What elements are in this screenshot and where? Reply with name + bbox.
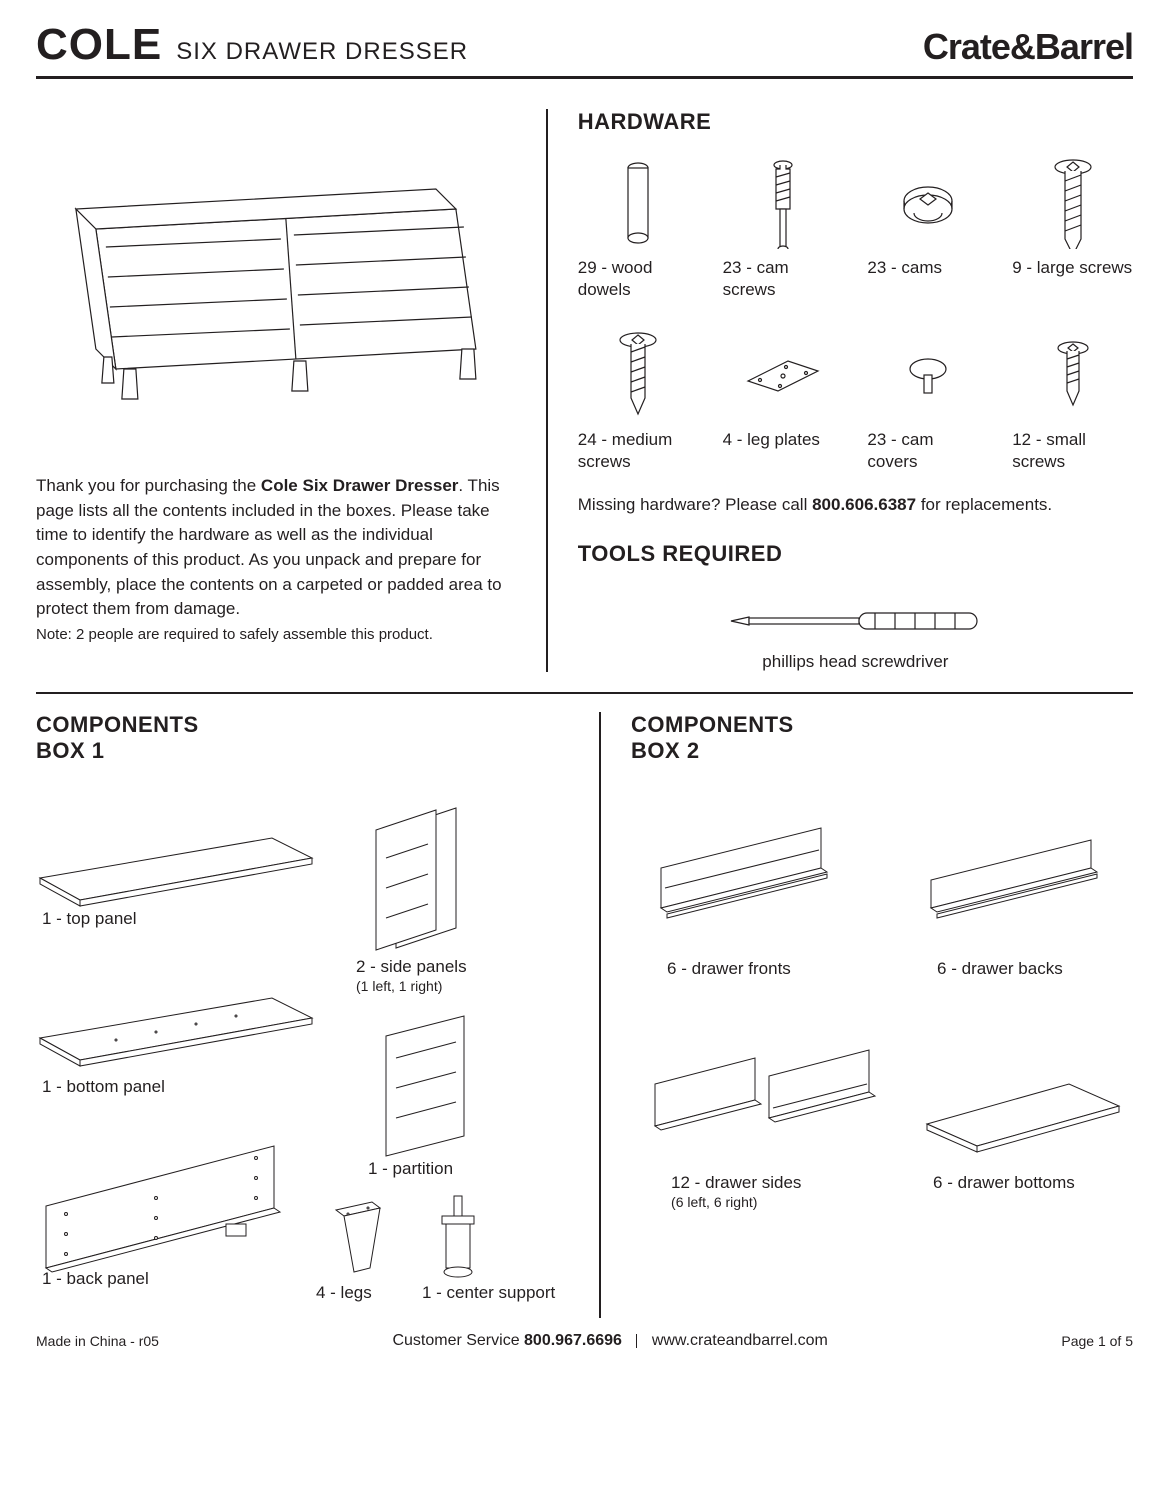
hw-qty: 23 [867,258,886,277]
footer-separator [636,1334,637,1348]
components-box-2: COMPONENTS BOX 2 6 - drawer fronts [599,712,1133,1318]
leg-plate-icon [723,331,844,421]
hw-qty: 24 [578,430,597,449]
hardware-item-medium-screws: 24 - medium screws [578,331,699,473]
top-panel-illustration [36,818,316,913]
partition-label: 1 - partition [368,1158,453,1179]
footer-left: Made in China - r05 [36,1333,159,1349]
intro-note: Note: 2 people are required to safely as… [36,626,516,643]
small-screw-icon [1012,331,1133,421]
cam-icon [867,159,988,249]
hw-qty: 23 [867,430,886,449]
footer-center: Customer Service 800.967.6696 www.cratea… [392,1332,827,1350]
cam-screw-icon [723,159,844,249]
large-screw-icon [1012,159,1133,249]
missing-prefix: Missing hardware? Please call [578,495,812,514]
hardware-title: HARDWARE [578,109,1133,135]
top-section: Thank you for purchasing the Cole Six Dr… [36,109,1133,672]
page-footer: Made in China - r05 Customer Service 800… [36,1332,1133,1350]
drawer-fronts-label: 6 - drawer fronts [667,958,791,979]
center-support-illustration [428,1192,488,1287]
drawer-backs-label: 6 - drawer backs [937,958,1063,979]
intro-paragraph: Thank you for purchasing the Cole Six Dr… [36,474,516,622]
cam-cover-icon [867,331,988,421]
side-panels-illustration [346,798,506,963]
legs-label: 4 - legs [316,1282,372,1303]
side-panels-label: 2 - side panels (1 left, 1 right) [356,956,467,993]
intro-rest: . This page lists all the contents inclu… [36,476,502,618]
dresser-isometric-icon [36,169,516,429]
product-name: COLE [36,20,162,70]
side-panels-text: 2 - side panels [356,956,467,977]
hero-illustration [36,169,516,434]
hw-name: leg plates [747,430,820,449]
drawer-sides-text: 12 - drawer sides [671,1172,801,1193]
product-subtitle: SIX DRAWER DRESSER [176,38,468,66]
missing-phone: 800.606.6387 [812,495,916,514]
center-support-label: 1 - center support [422,1282,555,1303]
phillips-screwdriver-icon [725,601,985,646]
drawer-backs-illustration [921,828,1121,953]
box2-subtitle: BOX 2 [631,738,1133,764]
hw-qty: 9 [1012,258,1021,277]
page-header: COLE SIX DRAWER DRESSER Crate&Barrel [36,20,1133,79]
header-left: COLE SIX DRAWER DRESSER [36,20,468,70]
side-panels-note: (1 left, 1 right) [356,978,467,994]
back-panel-label: 1 - back panel [42,1268,149,1289]
intro-prefix: Thank you for purchasing the [36,476,261,495]
box2-title: COMPONENTS [631,712,1133,738]
hardware-grid: 29 - wood dowels 23 - cam screws [578,159,1133,473]
hw-qty: 29 [578,258,597,277]
drawer-fronts-illustration [651,818,851,953]
hardware-item-leg-plates: 4 - leg plates [723,331,844,473]
top-left-column: Thank you for purchasing the Cole Six Dr… [36,109,516,672]
hw-qty: 12 [1012,430,1031,449]
tools-title: TOOLS REQUIRED [578,541,1133,567]
hardware-item-large-screws: 9 - large screws [1012,159,1133,301]
footer-website: www.crateandbarrel.com [652,1332,828,1349]
hardware-item-small-screws: 12 - small screws [1012,331,1133,473]
footer-service-phone: 800.967.6696 [524,1332,622,1349]
hw-qty: 4 [723,430,732,449]
hw-qty: 23 [723,258,742,277]
section-divider [36,692,1133,694]
box1-area: 1 - top panel 1 - bottom panel [36,778,569,1318]
missing-hardware-note: Missing hardware? Please call 800.606.63… [578,495,1133,515]
missing-suffix: for replacements. [916,495,1052,514]
intro-bold: Cole Six Drawer Dresser [261,476,459,495]
top-panel-label: 1 - top panel [42,908,137,929]
top-right-column: HARDWARE 29 - wood dowels [546,109,1133,672]
drawer-bottoms-illustration [919,1044,1129,1179]
legs-illustration [326,1198,396,1283]
drawer-bottoms-label: 6 - drawer bottoms [933,1172,1075,1193]
drawer-sides-illustration [649,1048,879,1173]
bottom-panel-illustration [36,978,316,1073]
footer-service-prefix: Customer Service [392,1332,524,1349]
medium-screw-icon [578,331,699,421]
box1-subtitle: BOX 1 [36,738,569,764]
hardware-item-cam-screws: 23 - cam screws [723,159,844,301]
hardware-item-cam-covers: 23 - cam covers [867,331,988,473]
hardware-item-cams: 23 - cams [867,159,988,301]
bottom-panel-label: 1 - bottom panel [42,1076,165,1097]
hardware-item-wood-dowels: 29 - wood dowels [578,159,699,301]
components-section: COMPONENTS BOX 1 1 - top panel [36,712,1133,1318]
footer-page: Page 1 of 5 [1061,1333,1133,1349]
tool-label: phillips head screwdriver [762,652,948,672]
wood-dowel-icon [578,159,699,249]
drawer-sides-note: (6 left, 6 right) [671,1194,801,1210]
box2-area: 6 - drawer fronts 6 - drawer backs [631,778,1133,1318]
box1-title: COMPONENTS [36,712,569,738]
drawer-sides-label: 12 - drawer sides (6 left, 6 right) [671,1172,801,1209]
hw-name: cams [901,258,942,277]
components-box-1: COMPONENTS BOX 1 1 - top panel [36,712,569,1318]
brand-logo: Crate&Barrel [923,26,1133,68]
tool-box: phillips head screwdriver [578,591,1133,672]
hw-name: large screws [1037,258,1132,277]
partition-illustration [370,1008,480,1163]
